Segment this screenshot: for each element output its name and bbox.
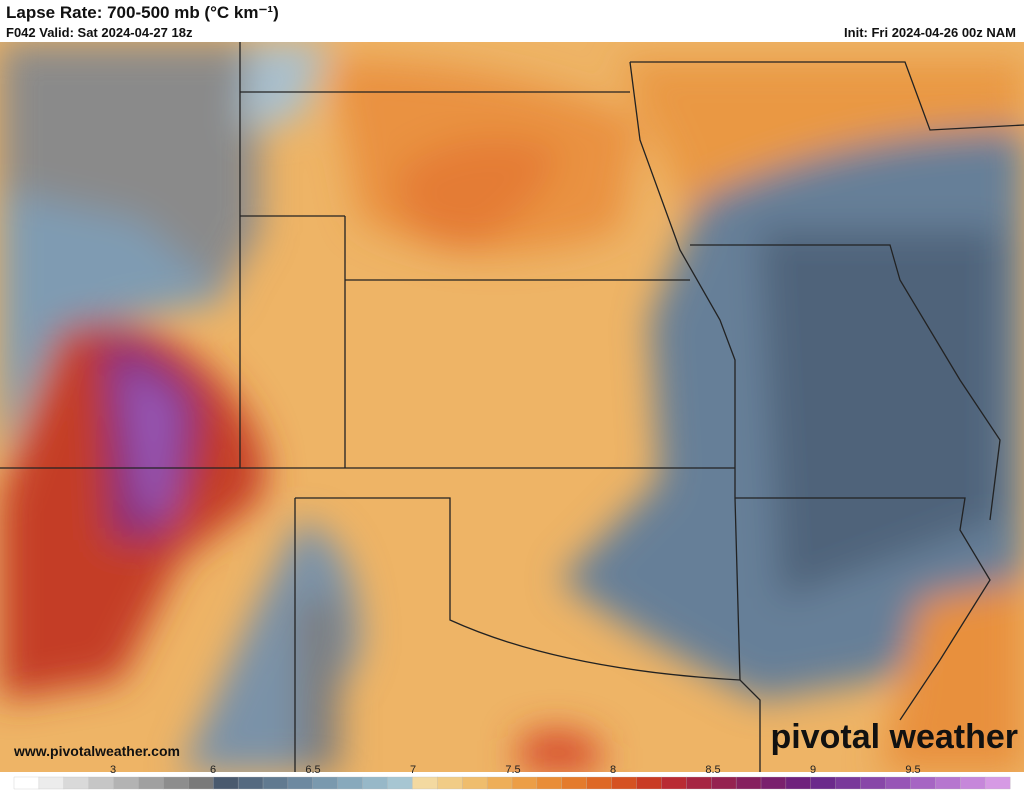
colorbar-swatch (312, 776, 339, 790)
colorbar-label: 9 (810, 764, 816, 776)
colorbar-swatch (262, 776, 289, 790)
colorbar-swatch (13, 776, 40, 790)
colorbar-swatch (860, 776, 886, 790)
colorbar-swatch (611, 776, 637, 790)
colorbar-swatch (287, 776, 314, 790)
colorbar-swatch (412, 776, 438, 790)
colorbar-swatch (237, 776, 264, 790)
colorbar-swatch (984, 776, 1011, 790)
colorbar-label: 8.5 (705, 764, 720, 776)
colorbar-swatch (711, 776, 737, 790)
init-time: Init: Fri 2024-04-26 00z NAM (844, 25, 1016, 40)
colorbar-swatch (810, 776, 837, 790)
colorbar-swatch (885, 776, 911, 790)
colorbar-swatch (536, 776, 563, 790)
colorbar-swatch (362, 776, 388, 790)
colorbar-swatch (188, 776, 214, 790)
colorbar-swatch (113, 776, 139, 790)
colorbar-swatch (462, 776, 488, 790)
colorbar-swatch (636, 776, 662, 790)
colorbar-swatch (138, 776, 164, 790)
title: Lapse Rate: 700-500 mb (°C km⁻¹) (6, 3, 279, 22)
state-borders (0, 42, 1024, 772)
colorbar-label: 3 (110, 764, 116, 776)
colorbar-swatch (337, 776, 364, 790)
colorbar-label: 7.5 (505, 764, 520, 776)
colorbar-swatch (960, 776, 986, 790)
colorbar-swatch (586, 776, 613, 790)
colorbar-swatch (213, 776, 239, 790)
colorbar-swatch (88, 776, 115, 790)
colorbar-swatch (387, 776, 413, 790)
valid-time: F042 Valid: Sat 2024-04-27 18z (6, 25, 193, 40)
colorbar-label: 6 (210, 764, 216, 776)
colorbar-label: 7 (410, 764, 416, 776)
colorbar-swatch (561, 776, 588, 790)
colorbar-swatch (486, 776, 513, 790)
colorbar-swatch (63, 776, 90, 790)
colorbar-label: 6.5 (305, 764, 320, 776)
website: www.pivotalweather.com (13, 743, 180, 759)
colorbar: 3 6 6.5 7 7.5 8 8.5 9 9.5 (13, 764, 1011, 790)
colorbar-swatch (785, 776, 812, 790)
colorbar-swatch (511, 776, 538, 790)
logo: pivotal weather (770, 718, 1018, 756)
colorbar-swatch (835, 776, 862, 790)
colorbar-swatch (735, 776, 762, 790)
colorbar-swatch (686, 776, 712, 790)
colorbar-label: 9.5 (905, 764, 920, 776)
colorbar-swatch (661, 776, 687, 790)
colorbar-swatch (38, 776, 65, 790)
map: www.pivotalweather.com pivotal weather (0, 42, 1024, 772)
colorbar-swatch (910, 776, 936, 790)
colorbar-swatch (760, 776, 787, 790)
colorbar-swatch (437, 776, 463, 790)
colorbar-swatch (935, 776, 961, 790)
colorbar-label: 8 (610, 764, 616, 776)
colorbar-swatch (163, 776, 189, 790)
